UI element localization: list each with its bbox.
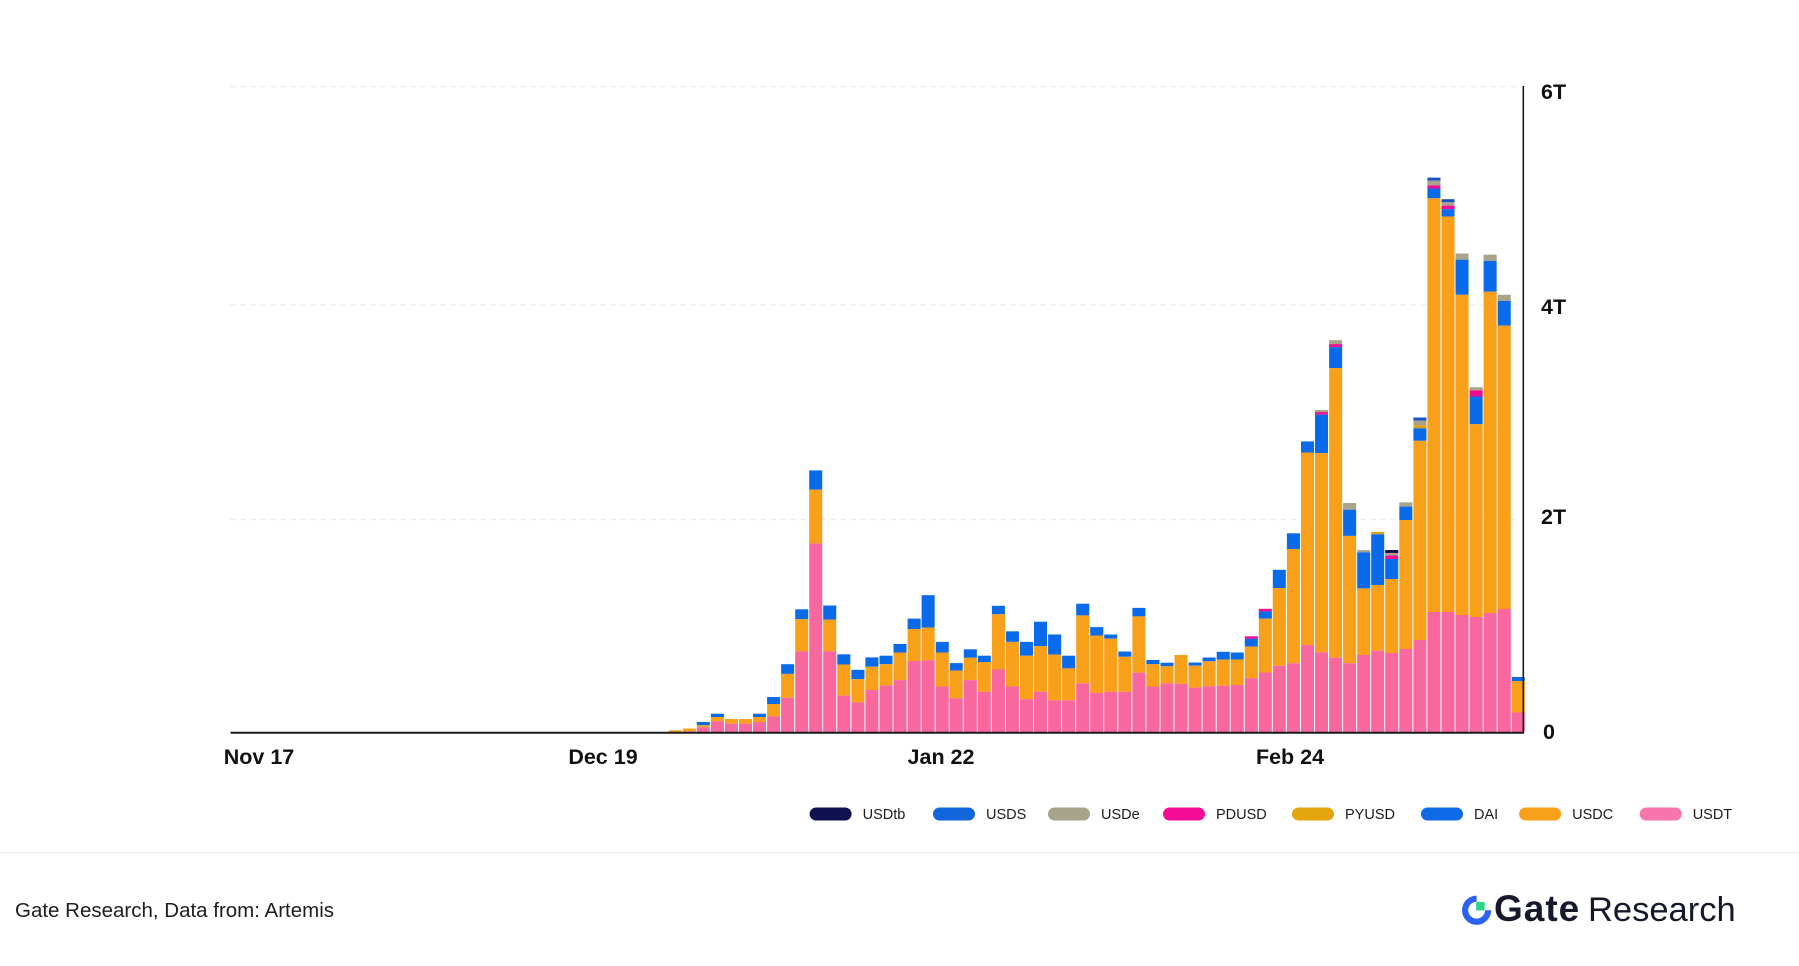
svg-text:DAI: DAI	[1474, 807, 1498, 823]
svg-text:Gate Research, Data from: Arte: Gate Research, Data from: Artemis	[15, 899, 334, 922]
svg-text:USDC: USDC	[1572, 807, 1613, 823]
svg-text:PDUSD: PDUSD	[1216, 807, 1267, 823]
svg-text:2T: 2T	[1541, 505, 1566, 529]
svg-text:PYUSD: PYUSD	[1345, 807, 1395, 823]
svg-text:USDtb: USDtb	[863, 807, 906, 823]
svg-text:0: 0	[1543, 720, 1555, 744]
svg-text:Jan 22: Jan 22	[908, 745, 975, 769]
svg-text:Gate: Gate	[1494, 888, 1580, 929]
svg-text:Feb 24: Feb 24	[1256, 745, 1324, 769]
svg-text:6T: 6T	[1541, 80, 1566, 104]
svg-text:USDS: USDS	[986, 807, 1026, 823]
svg-text:USDe: USDe	[1101, 807, 1140, 823]
svg-text:Research: Research	[1588, 891, 1736, 929]
svg-text:Dec 19: Dec 19	[568, 745, 637, 769]
svg-text:Nov 17: Nov 17	[224, 745, 295, 769]
svg-text:USDT: USDT	[1693, 807, 1733, 823]
svg-text:4T: 4T	[1541, 295, 1566, 319]
